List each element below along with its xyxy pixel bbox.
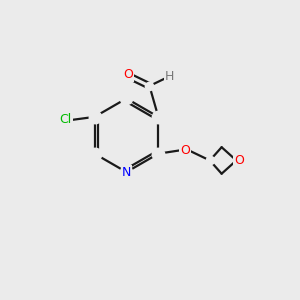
Text: O: O (180, 144, 190, 157)
Text: Cl: Cl (60, 113, 72, 126)
Text: H: H (165, 70, 174, 83)
Text: O: O (234, 154, 244, 167)
Text: O: O (123, 68, 133, 81)
Text: N: N (122, 166, 131, 178)
